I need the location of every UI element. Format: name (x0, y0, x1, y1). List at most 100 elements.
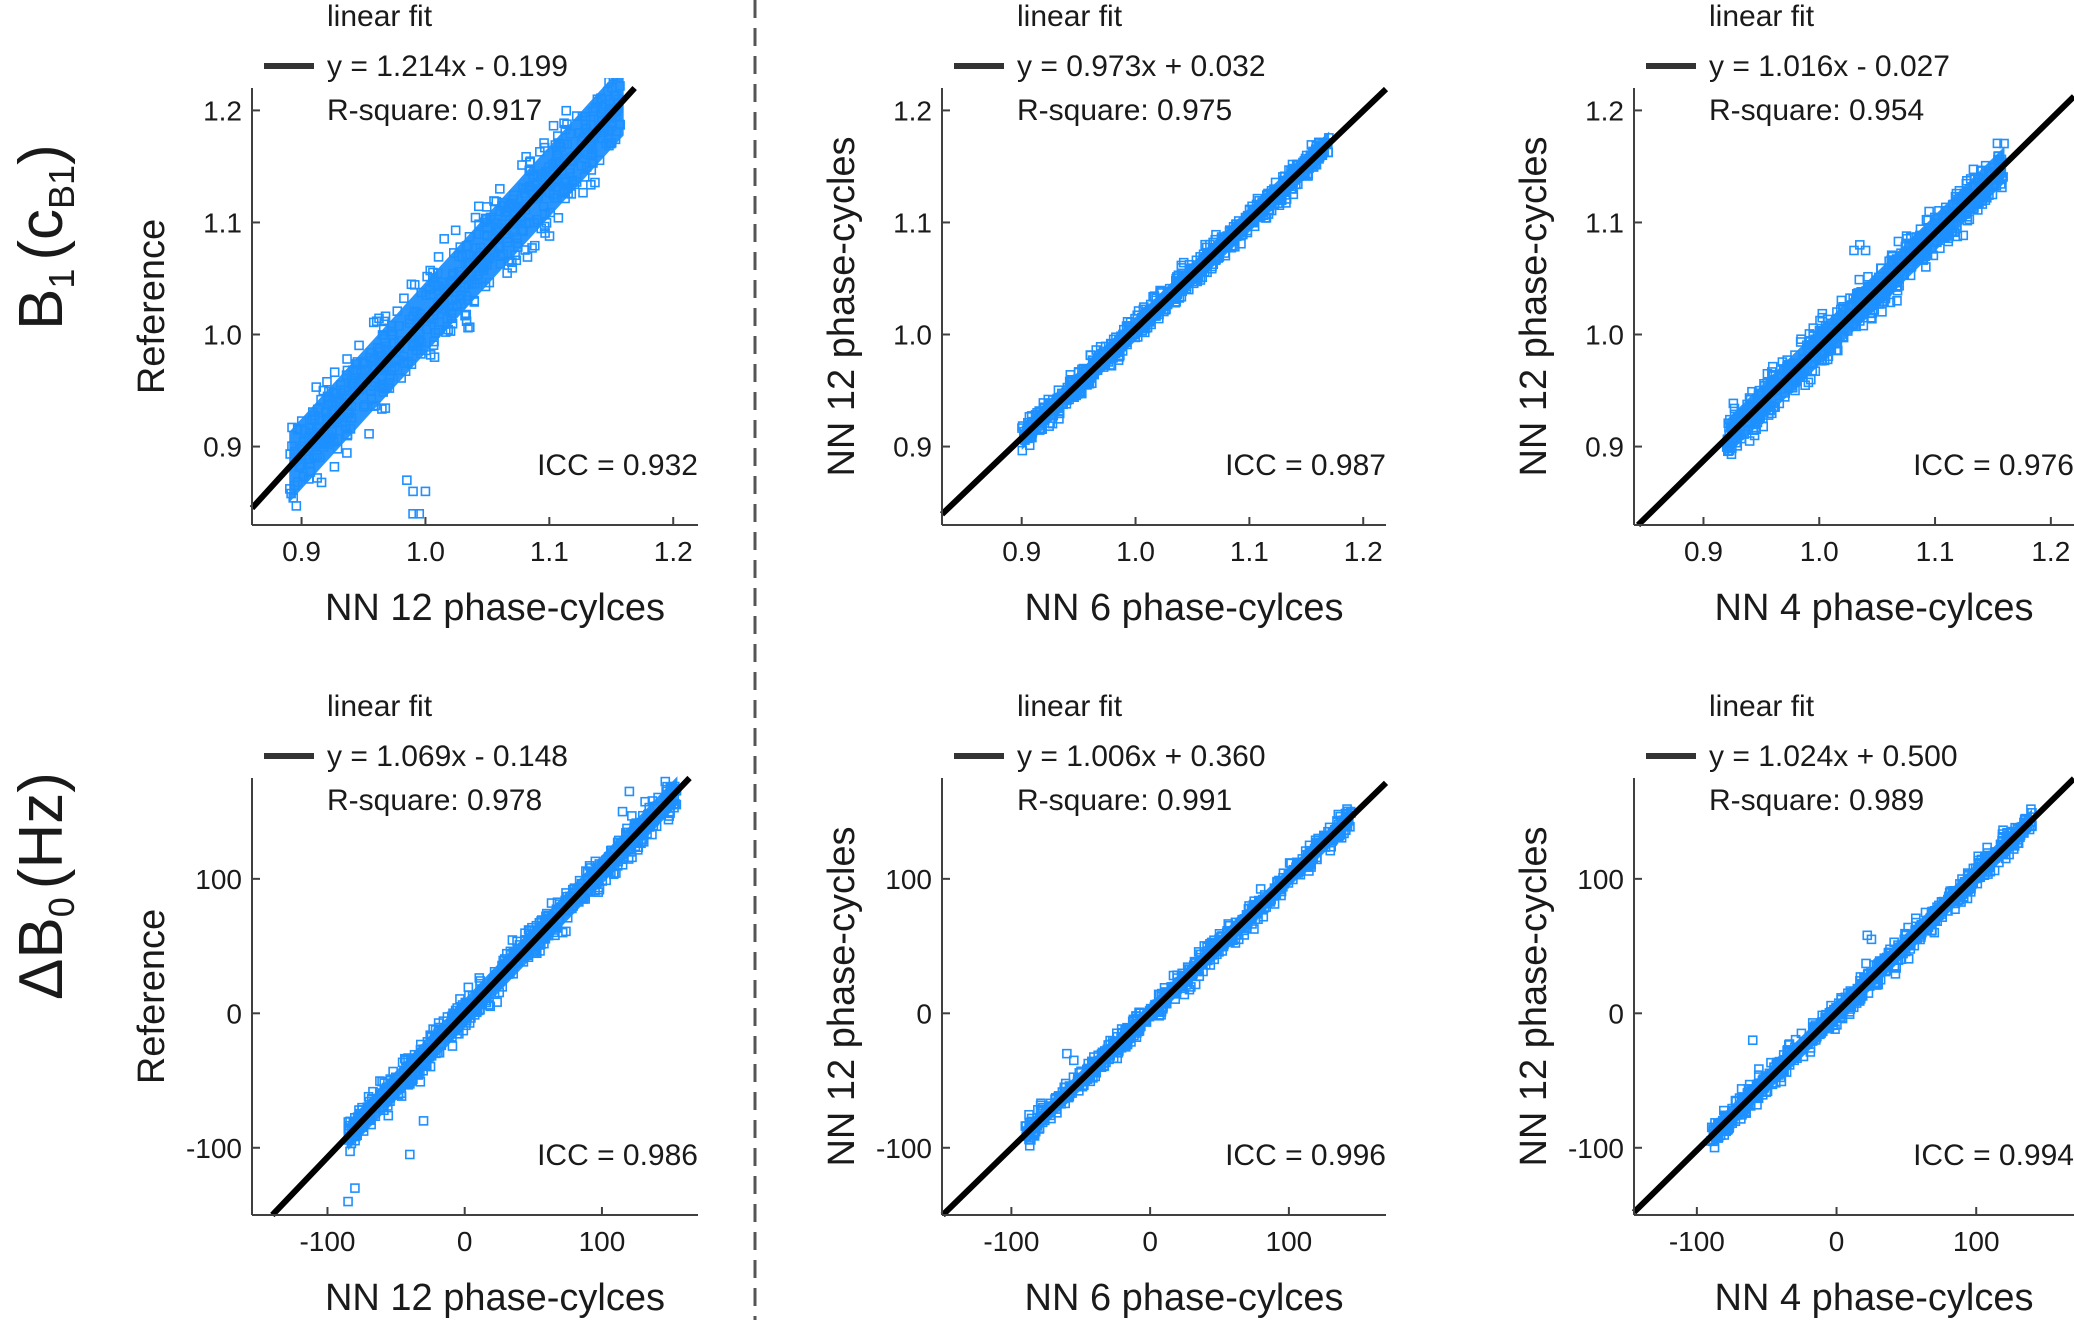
scatter-point (546, 898, 557, 908)
row-label-b1-rest-sub: B1 (41, 165, 82, 209)
x-tick-label: 0.9 (1002, 536, 1041, 567)
scatter-point (1982, 842, 1992, 853)
panel-b1-ref-vs-nn12: 0.9 1.0 1.1 1.2 0.9 1.0 1.1 1.2 NN 12 phase-cylc… (131, 0, 698, 629)
scatter-outlier (617, 806, 628, 817)
x-tick-label: -100 (983, 1226, 1039, 1257)
y-tick-label: 0 (916, 998, 932, 1029)
scatter-point (539, 138, 549, 148)
scatter-point (627, 852, 637, 863)
legend-equation: y = 1.006x + 0.360 (1017, 740, 1266, 773)
x-tick-label: 0.9 (282, 536, 321, 567)
row-label-db0: ΔB0 (Hz) (7, 772, 82, 1000)
scatter-point (495, 184, 505, 194)
icc-annotation: ICC = 0.994 (1913, 1139, 2074, 1172)
scatter-outlier (418, 1116, 429, 1126)
scatter-point (1085, 350, 1096, 361)
scatter-point (329, 461, 340, 472)
scatter-point (470, 212, 481, 223)
scatter-point (1762, 368, 1773, 379)
scatter-point (374, 313, 384, 324)
scatter-point (342, 448, 352, 458)
scatter-outlier (420, 486, 431, 497)
y-tick-label: 1.2 (1585, 95, 1624, 126)
scatter-point (1877, 307, 1887, 317)
x-tick-label: 0 (1142, 1226, 1158, 1257)
scatter-point (507, 263, 518, 273)
y-tick-label: -100 (876, 1133, 932, 1164)
y-tick-label: 1.2 (893, 95, 932, 126)
y-tick-label: 0.9 (893, 432, 932, 463)
legend: linear fit y = 0.973x + 0.032 R-square: 0.… (954, 0, 1266, 127)
scatter-point (1758, 421, 1769, 432)
x-tick-label: 0.9 (1684, 536, 1723, 567)
y-tick-label: 0 (1608, 998, 1624, 1029)
scatter-point (474, 973, 485, 983)
scatter-point (527, 243, 537, 253)
scatter-point (1767, 361, 1778, 372)
x-tick-label: 1.1 (1916, 536, 1955, 567)
scatter-outlier (1849, 245, 1859, 256)
y-tick-label: 0 (226, 998, 242, 1029)
scatter-point (1817, 308, 1828, 319)
y-tick-label: -100 (1568, 1133, 1624, 1164)
scatter-point (1924, 206, 1934, 217)
scatter-point (1178, 257, 1189, 268)
scatter-point (548, 120, 559, 131)
y-axis-label: NN 12 phase-cycles (821, 136, 863, 476)
scatter-point (345, 1146, 355, 1157)
legend-equation: y = 1.069x - 0.148 (327, 740, 568, 773)
panel-db0-nn12-vs-nn6: -100 0 100 -100 0 100 NN 6 phase-cylces NN 12 p… (821, 690, 1389, 1319)
scatter-point (342, 354, 352, 364)
fit-line (1631, 776, 2074, 1215)
panel-db0-nn12-vs-nn4: -100 0 100 -100 0 100 NN 4 phase-cylces NN 12 p… (1513, 690, 2074, 1319)
scatter-outlier (402, 475, 412, 485)
x-tick-label: 100 (1953, 1226, 2000, 1257)
legend-rsquare: R-square: 0.917 (327, 94, 542, 127)
scatter-point (578, 187, 588, 198)
y-tick-label: 1.1 (1585, 207, 1624, 238)
scatter-point (1892, 296, 1902, 306)
scatter-point (1728, 398, 1739, 409)
x-tick-label: 100 (1266, 1226, 1313, 1257)
y-tick-label: 1.1 (203, 207, 242, 238)
scatter-point (1830, 1024, 1840, 1034)
scatter-point (1796, 334, 1806, 345)
x-axis-label: NN 6 phase-cylces (1025, 1277, 1344, 1319)
x-tick-label: 100 (579, 1226, 626, 1257)
scatter-outlier (1062, 1048, 1072, 1059)
scatter-point (1184, 984, 1195, 995)
row-label-b1-close: ) (7, 144, 76, 165)
scatter-point (502, 268, 512, 278)
x-axis-label: NN 12 phase-cylces (325, 1277, 665, 1319)
fit-line (249, 85, 637, 511)
fit-line (940, 780, 1389, 1218)
row-label-b1-main: B (7, 289, 76, 330)
row-label-db0-rest: (Hz) (7, 772, 76, 889)
x-tick-label: 1.1 (1230, 536, 1269, 567)
scatter-point (489, 196, 499, 206)
scatter-point (464, 322, 475, 333)
scatter-point (1958, 230, 1969, 241)
legend-rsquare: R-square: 0.975 (1017, 94, 1232, 127)
x-axis-label: NN 12 phase-cylces (325, 587, 665, 629)
x-tick-label: 1.0 (1116, 536, 1155, 567)
y-axis-label: Reference (131, 219, 173, 394)
scatter-point (529, 240, 540, 251)
scatter-point (322, 376, 332, 387)
x-tick-label: 1.2 (1344, 536, 1383, 567)
scatter-point (445, 326, 456, 336)
row-label-db0-sub: 0 (41, 897, 82, 917)
scatter-outlier (408, 486, 418, 497)
scatter-point (492, 997, 502, 1007)
scatter-point (507, 935, 518, 945)
y-tick-label: 100 (1577, 864, 1624, 895)
scatter-point (553, 213, 564, 223)
x-axis-label: NN 4 phase-cylces (1715, 1277, 2034, 1319)
scatter-outlier (408, 508, 418, 519)
panel-b1-nn12-vs-nn6: 0.9 1.0 1.1 1.20.91.01.11.2NN 6 phase-cylce… (821, 0, 1389, 629)
scatter-point (461, 309, 472, 320)
row-label-db0-main: ΔB (7, 917, 76, 1000)
x-tick-label: 1.1 (530, 536, 569, 567)
scatter-point (1176, 260, 1187, 271)
